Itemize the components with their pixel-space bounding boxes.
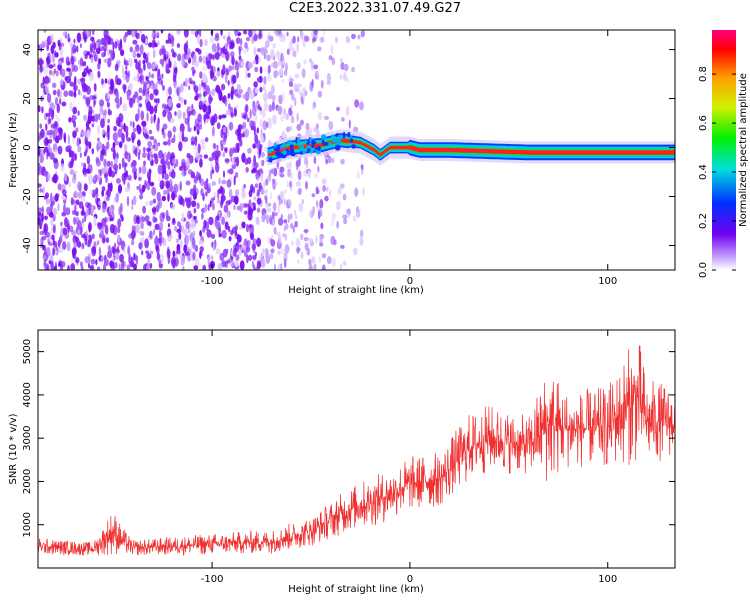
spectrogram-x-tick-label: 100 xyxy=(598,276,617,287)
snr-y-tick-label: 1000 xyxy=(22,512,33,537)
spectrogram-panel: -100 0 100 -40 -20 0 20 40 Height of straight … xyxy=(8,29,676,296)
colorbar-tick-label: 0.6 xyxy=(698,115,709,131)
spectrogram-y-tick-label: 0 xyxy=(22,144,33,150)
colorbar: 0.0 0.2 0.4 0.6 0.8 Normalized spectral ampl… xyxy=(698,30,749,278)
spectrogram-frame xyxy=(37,29,676,271)
spectrogram-noise-layer xyxy=(38,30,365,270)
colorbar-label: Normalized spectral amplitude xyxy=(738,73,749,227)
spectrogram-x-label: Height of straight line (km) xyxy=(288,285,424,296)
snr-x-tick-label: -100 xyxy=(201,574,224,585)
snr-y-tick-label: 3000 xyxy=(22,425,33,450)
spectrogram-x-tick-label: 0 xyxy=(407,276,413,287)
spectrogram-y-tick-label: -40 xyxy=(22,237,33,253)
spectrogram-y-tick-label: 20 xyxy=(22,92,33,105)
snr-y-tick-label: 4000 xyxy=(22,382,33,407)
snr-y-tick-label: 2000 xyxy=(22,469,33,494)
snr-y-label: SNR (10 * v/v) xyxy=(8,413,19,484)
colorbar-tick-label: 0.4 xyxy=(698,164,709,180)
snr-frame xyxy=(37,329,676,569)
colorbar-tick-label: 0.8 xyxy=(698,66,709,82)
spectrogram-y-tick-label: 40 xyxy=(22,43,33,56)
snr-panel: -100 0 100 1000 2000 3000 4000 5000 Height of … xyxy=(8,329,676,595)
spectrogram-y-label: Frequency (Hz) xyxy=(8,112,19,188)
colorbar-tick-label: 0.0 xyxy=(698,262,709,278)
colorbar-ticks: 0.0 0.2 0.4 0.6 0.8 xyxy=(698,66,736,278)
spectrogram-signal-layer xyxy=(266,129,675,166)
snr-x-tick-label: 0 xyxy=(407,574,413,585)
snr-y-ticks: 1000 2000 3000 4000 5000 xyxy=(22,339,675,537)
snr-series-line xyxy=(38,345,675,556)
spectrogram-y-ticks: -40 -20 0 20 40 xyxy=(22,43,675,254)
colorbar-gradient xyxy=(712,30,736,270)
spectrogram-y-tick-label: -20 xyxy=(22,188,33,204)
colorbar-tick-label: 0.2 xyxy=(698,213,709,229)
snr-x-tick-label: 100 xyxy=(598,574,617,585)
figure-title: C2E3.2022.331.07.49.G27 xyxy=(288,1,462,16)
snr-y-tick-label: 5000 xyxy=(22,339,33,364)
snr-background xyxy=(38,330,675,568)
spectrogram-x-ticks: -100 0 100 xyxy=(201,30,617,287)
snr-x-ticks: -100 0 100 xyxy=(201,330,617,585)
spectrogram-x-tick-label: -100 xyxy=(201,276,224,287)
snr-x-label: Height of straight line (km) xyxy=(288,584,424,595)
